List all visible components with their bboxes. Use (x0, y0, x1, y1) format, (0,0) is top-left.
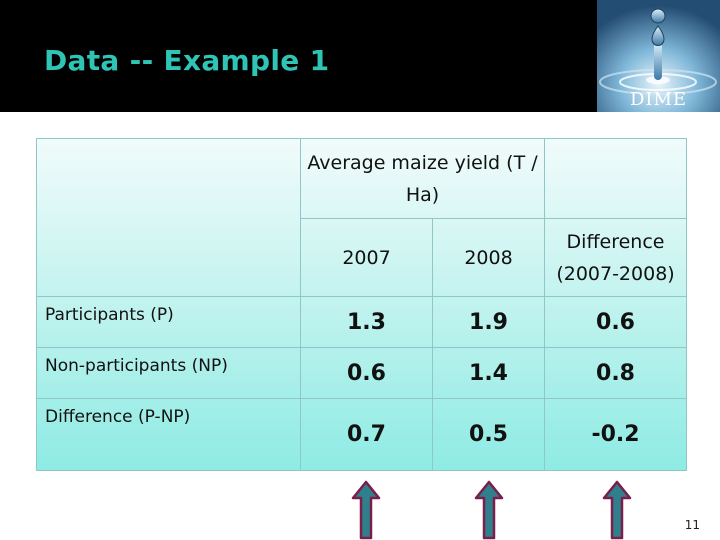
table-cell: 1.9 (431, 296, 546, 348)
dime-logo: DIME (597, 0, 720, 112)
column-header-row: 2007 2008 Difference (2007-2008) (37, 218, 688, 297)
slide-header: Data -- Example 1 DIME (0, 0, 720, 112)
up-arrow-icon (351, 480, 381, 540)
column-header-difference: Difference (2007-2008) (544, 218, 688, 297)
group-header: Average maize yield (T / Ha) (299, 138, 546, 219)
slide-title: Data -- Example 1 (44, 44, 330, 77)
column-header-2007: 2007 (300, 218, 433, 297)
page-number: 11 (684, 518, 700, 532)
table-cell: 1.4 (431, 347, 546, 399)
table-header-row: Average maize yield (T / Ha) (36, 138, 688, 297)
table-cell: 0.5 (431, 398, 546, 471)
empty-header-cell (544, 138, 688, 219)
empty-corner-cell (36, 138, 301, 297)
table-cell: 0.7 (300, 398, 433, 471)
table-cell: 0.6 (544, 296, 688, 348)
table-cell: 0.8 (544, 347, 688, 399)
row-label: Difference (P-NP) (36, 398, 301, 471)
column-header-2008: 2008 (431, 218, 546, 297)
table-row: Difference (P-NP) 0.7 0.5 -0.2 (36, 398, 688, 471)
up-arrow-icon (602, 480, 632, 540)
up-arrow-icon (474, 480, 504, 540)
table-row: Non-participants (NP) 0.6 1.4 0.8 (36, 347, 688, 399)
row-label: Non-participants (NP) (36, 347, 301, 399)
maize-yield-table: Average maize yield (T / Ha) 2007 2008 D… (36, 138, 688, 471)
table-row: Participants (P) 1.3 1.9 0.6 (36, 296, 688, 348)
logo-text: DIME (629, 89, 688, 110)
table-cell: -0.2 (544, 398, 688, 471)
row-label: Participants (P) (36, 296, 301, 348)
table-cell: 1.3 (300, 296, 433, 348)
water-drop-icon (597, 0, 720, 112)
table-cell: 0.6 (300, 347, 433, 399)
